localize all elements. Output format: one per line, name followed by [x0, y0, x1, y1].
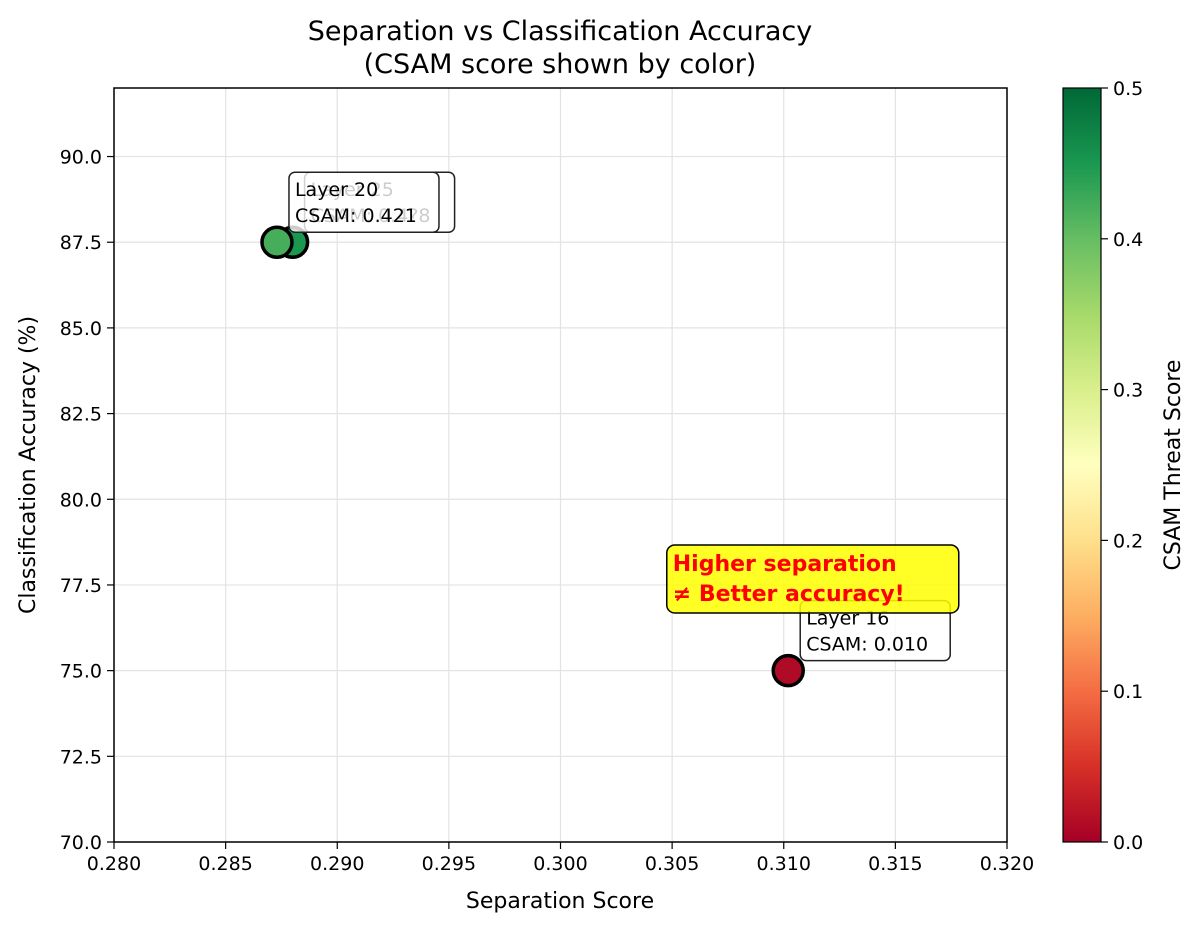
callout-annotation: Higher separation ≠ Better accuracy! — [666, 544, 960, 614]
y-tick-label: 85.0 — [60, 318, 102, 340]
x-tick-label: 0.310 — [757, 853, 811, 875]
callout-line2: ≠ Better accuracy! — [673, 582, 905, 607]
colorbar-tick-label: 0.0 — [1113, 832, 1143, 854]
colorbar-tick-label: 0.1 — [1113, 681, 1143, 703]
callout-line1: Higher separation — [673, 552, 897, 577]
y-tick-label: 70.0 — [60, 832, 102, 854]
point-label-line2: CSAM: 0.010 — [806, 634, 928, 656]
point-label-line1: Layer 20 — [295, 179, 378, 201]
x-tick-label: 0.295 — [422, 853, 476, 875]
point-label-line2: CSAM: 0.421 — [295, 205, 417, 227]
y-tick-label: 87.5 — [60, 232, 102, 254]
x-tick-label: 0.280 — [87, 853, 141, 875]
x-tick-label: 0.300 — [533, 853, 587, 875]
colorbar-tick-label: 0.2 — [1113, 530, 1143, 552]
colorbar-tick-label: 0.5 — [1113, 78, 1143, 100]
y-tick-label: 90.0 — [60, 147, 102, 169]
x-tick-label: 0.305 — [645, 853, 699, 875]
y-axis-label: Classification Accuracy (%) — [16, 316, 41, 614]
grid-lines — [113, 88, 1008, 843]
colorbar — [1062, 87, 1102, 843]
y-tick-label: 82.5 — [60, 404, 102, 426]
data-point — [771, 653, 805, 688]
y-tick-label: 75.0 — [60, 661, 102, 683]
chart-subtitle: (CSAM score shown by color) — [364, 49, 757, 80]
x-tick-label: 0.315 — [868, 853, 922, 875]
data-point — [260, 225, 294, 259]
colorbar-tick-label: 0.3 — [1113, 380, 1143, 402]
colorbar-tick-label: 0.4 — [1113, 229, 1143, 251]
point-label-box — [288, 171, 440, 233]
y-tick-label: 80.0 — [60, 489, 102, 511]
plot-frame — [113, 87, 1008, 843]
x-tick-label: 0.290 — [310, 853, 364, 875]
y-tick-label: 72.5 — [60, 746, 102, 768]
x-tick-label: 0.285 — [198, 853, 252, 875]
callout-box — [666, 544, 960, 614]
x-tick-label: 0.320 — [980, 853, 1034, 875]
x-axis-ticks: 0.280 0.285 0.290 0.295 0.300 0.305 0.310 0.315… — [87, 842, 1034, 875]
y-axis-ticks: 70.0 72.5 75.0 77.5 80.0 82.5 85.0 87.5 90.0 — [60, 147, 114, 854]
x-axis-label: Separation Score — [466, 889, 654, 914]
colorbar-ticks: 0.0 0.1 0.2 0.3 0.4 0.5 — [1101, 78, 1143, 854]
y-tick-label: 77.5 — [60, 575, 102, 597]
chart-title: Separation vs Classification Accuracy — [308, 16, 813, 47]
data-points — [260, 225, 805, 688]
colorbar-label: CSAM Threat Score — [1161, 360, 1186, 571]
point-label: Layer 20 CSAM: 0.421 — [288, 171, 440, 233]
